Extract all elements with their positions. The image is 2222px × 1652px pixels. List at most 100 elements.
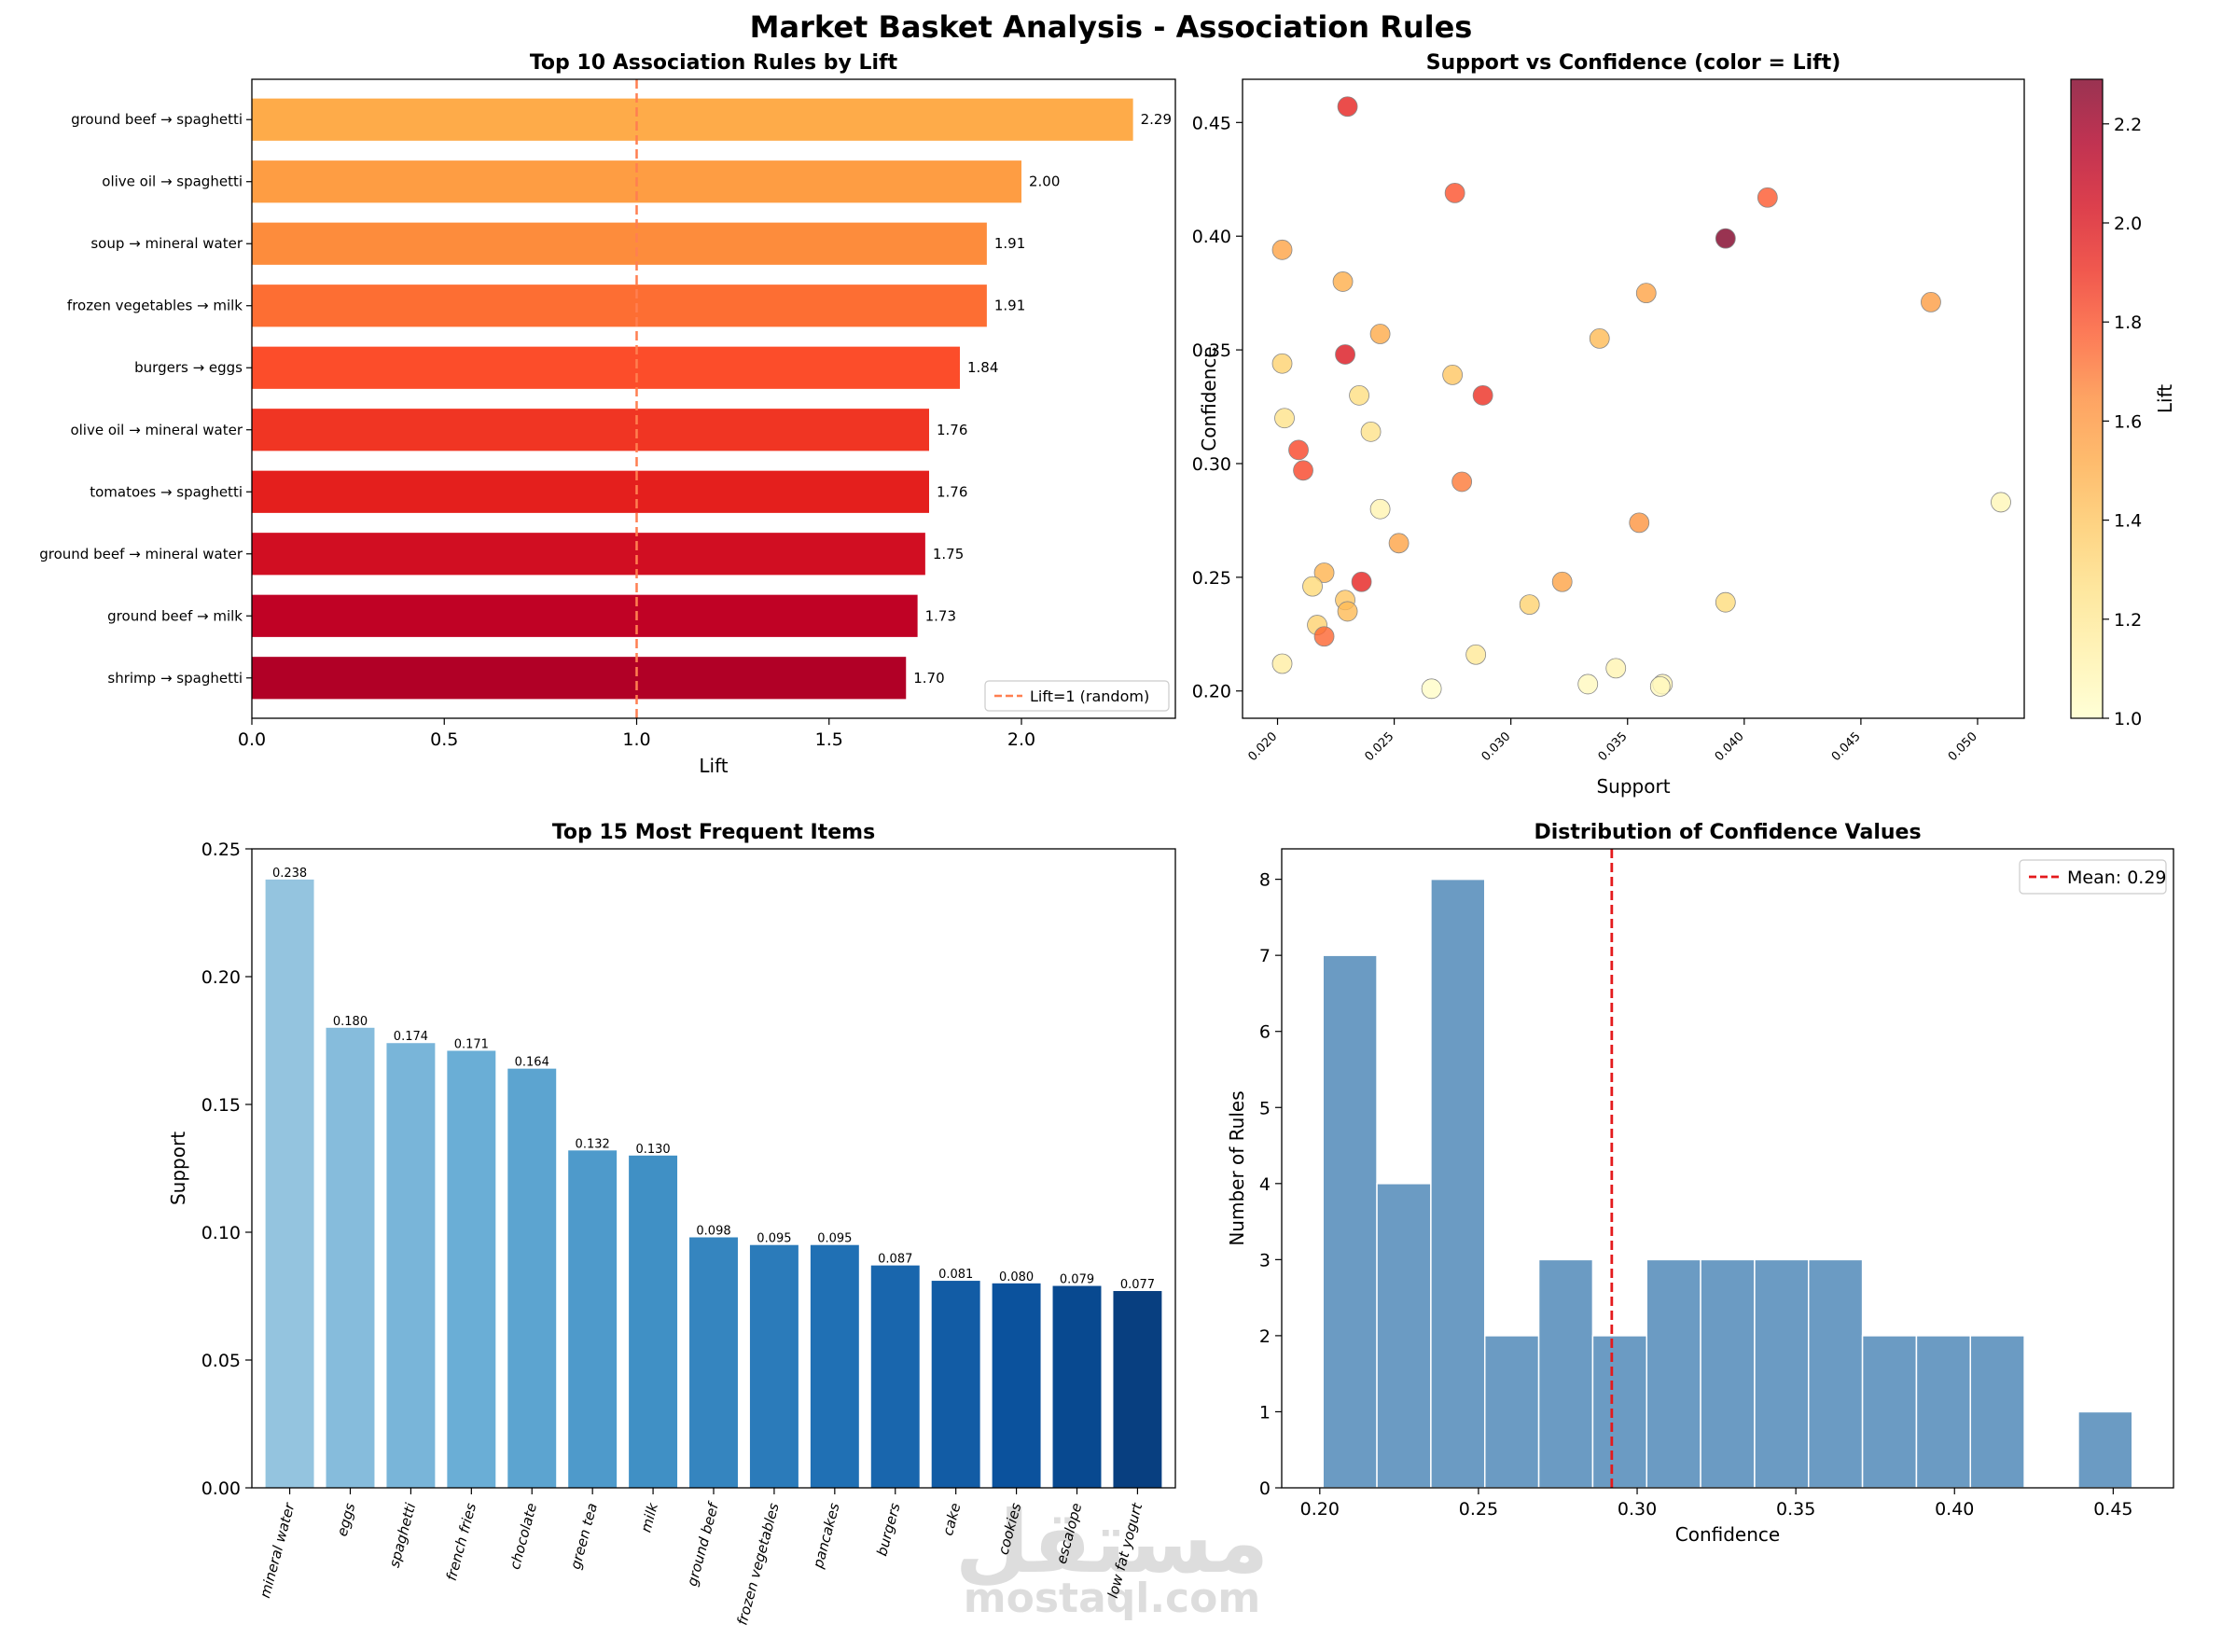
x-tick-label: green tea — [567, 1501, 601, 1571]
bar — [447, 1050, 496, 1488]
y-tick-label: shrimp → spaghetti — [107, 670, 243, 687]
x-tick-label: 0.045 — [1829, 729, 1864, 764]
x-tick-label: ground beef — [684, 1499, 723, 1589]
x-tick-label: 0.45 — [2093, 1499, 2132, 1520]
scatter-point — [1313, 562, 1335, 583]
y-tick-label: 8 — [1259, 870, 1271, 891]
y-tick-label: ground beef → mineral water — [39, 546, 243, 562]
scatter-point — [1349, 384, 1369, 406]
colorbar-tick-label: 1.6 — [2114, 411, 2142, 432]
bar — [629, 1155, 678, 1488]
x-tick-label: frozen vegetables — [734, 1501, 783, 1627]
x-tick-label: 0.0 — [238, 729, 266, 750]
scatter-point — [1337, 96, 1358, 118]
watermark-logo-text: مستقل — [955, 1492, 1269, 1592]
y-tick-label: 0.35 — [1192, 340, 1231, 361]
scatter-point — [1288, 439, 1309, 461]
scatter-point — [1921, 291, 1941, 312]
scatter-point — [1421, 678, 1442, 700]
bar — [265, 879, 314, 1488]
y-tick-label: 1 — [1259, 1402, 1271, 1423]
y-tick-label: 0.00 — [201, 1478, 241, 1499]
data-label: 0.095 — [757, 1232, 791, 1246]
histogram-bar — [1754, 1258, 1810, 1489]
data-label: 0.098 — [696, 1224, 730, 1238]
y-tick-label: 3 — [1259, 1250, 1271, 1270]
plot-frame — [1281, 848, 2174, 1489]
x-tick-label: 1.0 — [622, 729, 650, 750]
x-tick-label: 0.050 — [1946, 729, 1980, 764]
bar — [252, 594, 918, 637]
bar — [252, 533, 925, 576]
scatter-point — [1519, 594, 1540, 616]
y-tick-label: olive oil → mineral water — [70, 422, 243, 438]
y-tick-label: 0.45 — [1192, 113, 1231, 133]
x-tick-label: 0.035 — [1596, 729, 1631, 764]
bar — [252, 470, 929, 513]
x-tick-label: 0.020 — [1245, 729, 1280, 764]
plot-frame — [1242, 78, 2025, 719]
bar — [252, 409, 929, 451]
y-tick-label: 2 — [1259, 1326, 1271, 1347]
data-label: 0.171 — [454, 1037, 489, 1051]
scatter-point — [1472, 384, 1493, 406]
scatter-point — [1271, 653, 1293, 674]
scatter-point — [1991, 492, 2011, 513]
legend-label: Mean: 0.29 — [2067, 868, 2167, 888]
histogram-bar — [1808, 1258, 1864, 1489]
bar — [386, 1043, 436, 1488]
scatter-point — [1313, 626, 1335, 647]
y-tick-label: frozen vegetables → milk — [67, 298, 243, 314]
scatter-point — [1332, 271, 1354, 292]
data-label: 0.081 — [938, 1268, 973, 1282]
data-label: 1.76 — [937, 422, 967, 438]
data-label: 1.70 — [913, 670, 944, 687]
x-tick-label: 0.025 — [1363, 729, 1397, 764]
x-tick-label: chocolate — [507, 1501, 540, 1571]
y-tick-label: olive oil → spaghetti — [102, 174, 243, 190]
data-label: 1.75 — [933, 546, 964, 562]
data-label: 1.73 — [925, 607, 956, 624]
x-tick-label: mineral water — [257, 1501, 299, 1600]
y-tick-label: 0.05 — [201, 1351, 241, 1371]
data-label: 2.00 — [1029, 174, 1060, 190]
chart-title: Support vs Confidence (color = Lift) — [1426, 51, 1841, 75]
x-tick-label: 2.0 — [1007, 729, 1035, 750]
scatter-point — [1271, 353, 1293, 374]
scatter-point — [1360, 421, 1382, 442]
watermark-logo: مستقل mostaql.com — [955, 1492, 1269, 1622]
y-tick-label: 6 — [1259, 1022, 1271, 1043]
scatter-point — [1293, 460, 1313, 481]
colorbar-tick-label: 1.0 — [2114, 709, 2142, 729]
scatter-point — [1335, 344, 1355, 365]
x-tick-label: 0.40 — [1935, 1499, 1974, 1520]
x-axis-label: Lift — [699, 755, 728, 777]
bar — [689, 1237, 738, 1488]
scatter-point — [1388, 533, 1410, 554]
histogram-bar — [1483, 1335, 1540, 1489]
y-tick-label: 7 — [1259, 946, 1271, 966]
y-tick-label: soup → mineral water — [90, 235, 243, 252]
y-tick-label: 0.30 — [1192, 454, 1231, 475]
scatter-point — [1715, 228, 1736, 249]
x-tick-label: eggs — [334, 1501, 359, 1538]
bar — [1113, 1291, 1162, 1488]
bar — [326, 1027, 375, 1488]
y-axis-label: Confidence — [1198, 346, 1220, 451]
scatter-point — [1577, 673, 1599, 695]
bar — [810, 1244, 859, 1488]
panel-confidence-histogram: Distribution of Confidence Values 0.20 0.2… — [1226, 821, 2174, 1546]
scatter-point — [1274, 408, 1295, 429]
histogram-bar — [1646, 1258, 1701, 1489]
y-tick-label: 0.20 — [201, 967, 241, 988]
y-tick-label: 0.20 — [1192, 682, 1231, 702]
bar — [252, 657, 907, 700]
scatter-point — [1302, 576, 1323, 597]
data-label: 2.29 — [1141, 111, 1172, 128]
data-label: 1.91 — [994, 298, 1025, 314]
legend: Lift=1 (random) — [984, 680, 1170, 712]
scatter-point — [1337, 601, 1358, 622]
data-label: 0.174 — [394, 1030, 428, 1044]
